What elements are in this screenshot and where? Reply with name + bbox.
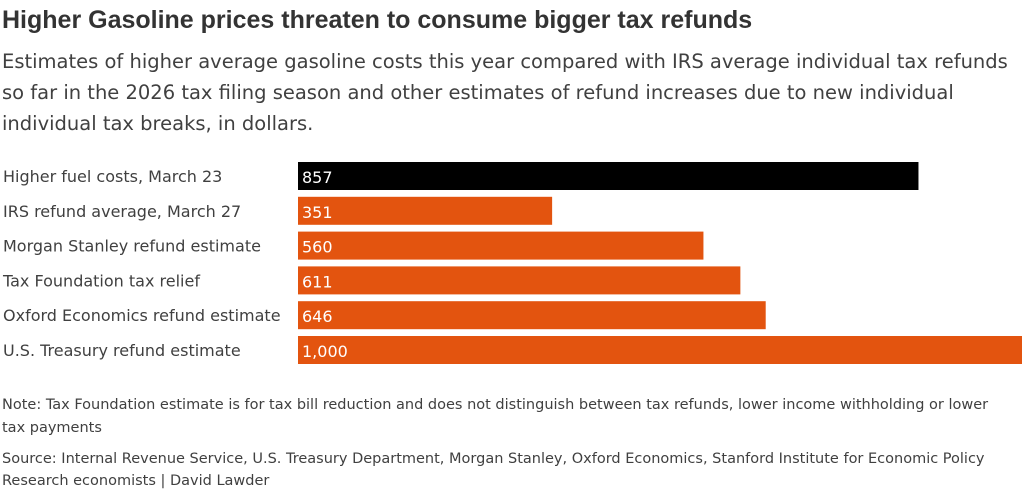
value-label: 560 — [302, 238, 333, 257]
category-label: Higher fuel costs, March 23 — [3, 167, 222, 186]
chart-source: Source: Internal Revenue Service, U.S. T… — [2, 451, 985, 489]
category-label: Morgan Stanley refund estimate — [3, 237, 261, 256]
bar — [298, 301, 766, 330]
bar — [298, 231, 704, 260]
bar — [298, 162, 919, 190]
category-label: IRS refund average, March 27 — [3, 202, 241, 221]
chart-note: Note: Tax Foundation estimate is for tax… — [2, 397, 989, 436]
category-label: Tax Foundation tax relief — [2, 271, 200, 290]
chart-subtitle: Estimates of higher average gasoline cos… — [2, 50, 1008, 135]
value-label: 646 — [302, 307, 333, 326]
value-label: 857 — [302, 168, 333, 187]
chart-title: Higher Gasoline prices threaten to consu… — [2, 6, 753, 34]
bar — [298, 196, 553, 225]
value-label: 351 — [302, 203, 333, 222]
bar — [298, 336, 1022, 364]
category-label: U.S. Treasury refund estimate — [3, 341, 241, 360]
bar-chart: Higher fuel costs, March 23 857 IRS refund… — [2, 162, 1022, 364]
value-label: 1,000 — [302, 342, 348, 361]
category-label: Oxford Economics refund estimate — [3, 306, 281, 325]
value-label: 611 — [302, 272, 333, 291]
bar — [298, 266, 741, 295]
